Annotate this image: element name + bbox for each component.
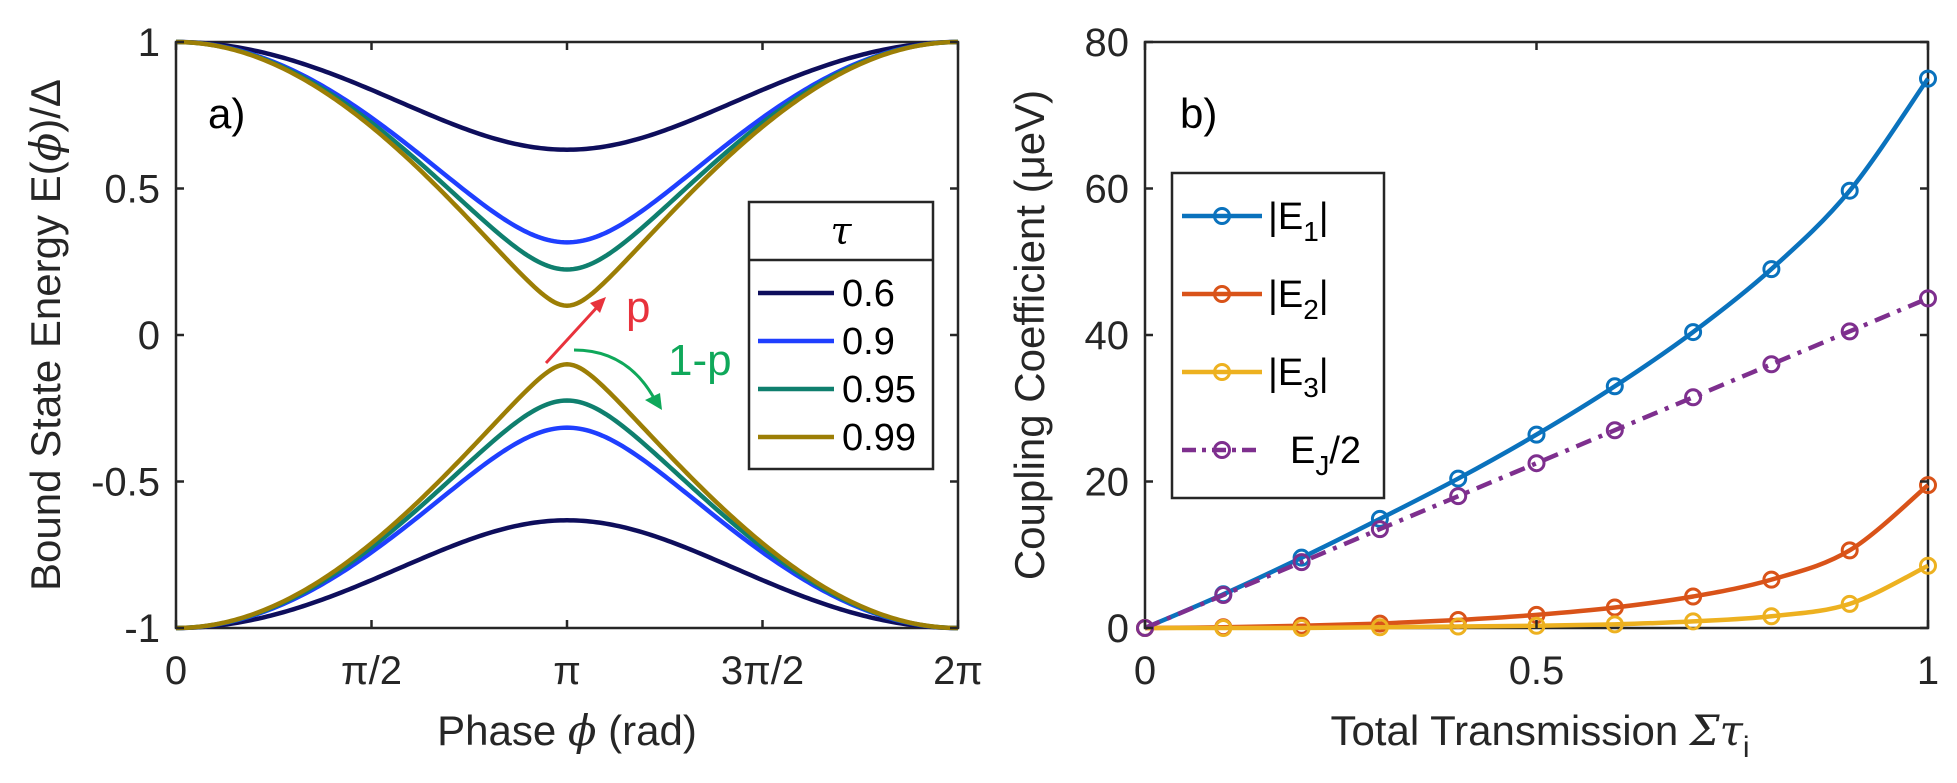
data-point-E1 (1370, 509, 1389, 528)
legend-label-tau-0.99: 0.99 (842, 417, 916, 459)
legend-label-tau-0.6: 0.6 (842, 273, 895, 315)
data-point-E3 (1605, 615, 1624, 634)
annotation-p: p (626, 283, 650, 332)
panel-a-chart: 0 π/2 π 3π/2 2π 1 0.5 0 -0.5 -1 a) p 1-p τ 0.6 0.9… (21, 21, 983, 755)
data-point-E2 (1919, 476, 1937, 495)
panel-a-legend: τ 0.6 0.9 0.95 0.99 (747, 200, 935, 471)
legend-label-E1: |E1| (1268, 196, 1329, 247)
legend-marker-E2 (1213, 285, 1231, 303)
panel-b-y-tick-label: 20 (1085, 461, 1130, 505)
series-line-tau-0.6-upper (175, 39, 959, 152)
annotation-1-p: 1-p (668, 336, 732, 385)
legend-label-EJ2: EJ/2 (1290, 430, 1361, 481)
legend-marker-EJ2 (1213, 441, 1231, 459)
data-point-E3 (1370, 618, 1389, 637)
panel-a-y-tick-label: 0.5 (104, 168, 160, 212)
panel-b-legend: |E1| |E2| |E3| EJ/2 (1170, 171, 1386, 500)
series-line-tau-0.99-upper (175, 39, 959, 308)
legend-label-E2: |E2| (1268, 274, 1329, 325)
arrow-p-icon (544, 297, 606, 365)
panel-b-legend-box (1170, 171, 1386, 500)
panel-a-legend-title: τ (830, 209, 852, 253)
panel-b-y-tick-label: 40 (1085, 314, 1130, 358)
panel-a-x-tick-label: π (553, 649, 581, 693)
panel-a-y-tick-label: -0.5 (91, 461, 160, 505)
data-point-E3 (1214, 619, 1233, 637)
legend-label-tau-0.9: 0.9 (842, 321, 895, 363)
data-point-EJ2 (1840, 322, 1859, 341)
panel-a-y-tick-label: -1 (124, 607, 160, 651)
panel-a-legend-rows: 0.6 0.9 0.95 0.99 (758, 273, 916, 459)
series-line-EJ2 (1144, 296, 1929, 631)
panel-b-x-tick-label: 1 (1917, 649, 1939, 693)
data-point-E1 (1684, 323, 1703, 342)
panel-a-x-tick-label: 0 (165, 649, 187, 693)
data-point-E3 (1527, 616, 1546, 635)
data-point-EJ2 (1527, 454, 1546, 473)
panel-b-x-tick-label: 0 (1134, 649, 1156, 693)
panel-a-x-axis-label: Phase ϕ (rad) (437, 706, 697, 755)
panel-a-y-tick-label: 1 (138, 21, 160, 65)
panel-b-ticks: 0 0.5 1 0 20 40 60 80 (1085, 21, 1940, 693)
data-point-E3 (1684, 612, 1703, 631)
panel-a-x-tick-label: 3π/2 (721, 649, 804, 693)
panel-a-ticks: 0 π/2 π 3π/2 2π 1 0.5 0 -0.5 -1 (91, 21, 983, 693)
legend-marker-E3 (1213, 363, 1231, 381)
panel-b-chart: 0 0.5 1 0 20 40 60 80 b) |E1| |E2| |E3| EJ/2 Total… (1006, 21, 1939, 764)
panel-a-legend-box (747, 200, 935, 471)
panel-a-x-tick-label: π/2 (341, 649, 402, 693)
data-point-E1 (1527, 425, 1546, 444)
panel-b-label: b) (1180, 90, 1217, 137)
data-point-E2 (1684, 587, 1703, 606)
data-point-EJ2 (1214, 586, 1233, 605)
data-point-EJ2 (1684, 388, 1703, 407)
data-point-E3 (1762, 607, 1781, 626)
arrow-1-p-icon (573, 348, 662, 410)
data-point-E3 (1840, 594, 1859, 613)
panel-b-y-tick-label: 60 (1085, 168, 1130, 212)
data-point-E3 (1449, 617, 1468, 636)
data-point-E1 (1605, 377, 1624, 396)
panel-a-x-tick-label: 2π (933, 649, 983, 693)
legend-label-tau-0.95: 0.95 (842, 369, 916, 411)
data-point-E2 (1840, 541, 1859, 560)
panel-b-y-axis-label: Coupling Coefficient (μeV) (1006, 90, 1053, 580)
series-line-E1 (1144, 77, 1930, 631)
panel-a-series-lines (175, 39, 959, 631)
data-point-EJ2 (1370, 520, 1389, 539)
series-line-tau-0.99-lower (175, 362, 959, 631)
panel-a-label: a) (208, 90, 245, 137)
data-point-EJ2 (1292, 553, 1311, 572)
data-point-E1 (1840, 181, 1859, 200)
series-line-tau-0.6-lower (175, 518, 959, 631)
data-point-EJ2 (1605, 421, 1624, 440)
data-point-EJ2 (1449, 487, 1468, 506)
panel-b-y-tick-label: 0 (1107, 607, 1129, 651)
panel-a-y-tick-label: 0 (138, 314, 160, 358)
panel-b-y-tick-label: 80 (1085, 21, 1130, 65)
legend-label-E3: |E3| (1268, 352, 1329, 403)
panel-b-x-axis-label: Total Transmission Στi (1330, 706, 1749, 764)
panel-a-y-axis-label: Bound State Energy E(ϕ)/Δ (21, 79, 70, 591)
data-point-EJ2 (1762, 355, 1781, 374)
data-point-E2 (1605, 598, 1624, 617)
panel-b-legend-rows: |E1| |E2| |E3| EJ/2 (1182, 196, 1361, 481)
data-point-EJ2 (1919, 289, 1937, 308)
data-point-E1 (1449, 469, 1468, 488)
data-point-E1 (1762, 260, 1781, 279)
data-point-E1 (1919, 69, 1937, 88)
data-point-E2 (1762, 570, 1781, 589)
data-point-E3 (1919, 556, 1937, 575)
data-point-E3 (1292, 619, 1311, 637)
legend-marker-E1 (1213, 207, 1231, 225)
panel-b-x-tick-label: 0.5 (1509, 649, 1565, 693)
